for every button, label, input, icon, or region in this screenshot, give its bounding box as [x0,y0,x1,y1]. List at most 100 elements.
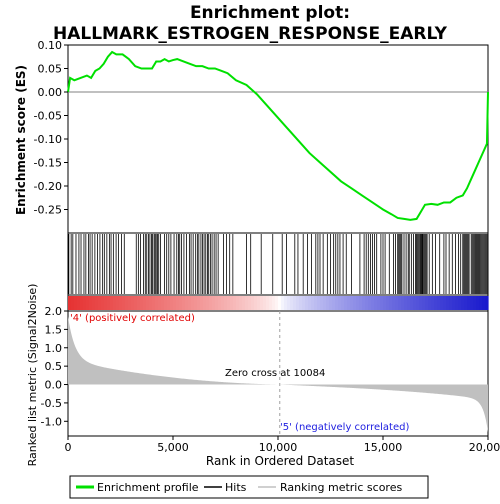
x-tick-label: 5,000 [157,441,189,454]
es-tick-label: 0.10 [38,39,63,52]
rank-gradient-cell [413,296,417,310]
metric-tick-label: 2.0 [45,305,63,318]
rank-gradient-cell [320,296,324,310]
rank-gradient-cell [278,296,282,310]
rank-gradient-cell [155,296,159,310]
rank-gradient-cell [68,296,72,310]
rank-gradient-cell [107,296,111,310]
rank-gradient-cell [191,296,195,310]
chart-title-line2: HALLMARK_ESTROGEN_RESPONSE_EARLY [53,24,448,44]
rank-gradient-cell [287,296,291,310]
rank-gradient-cell [377,296,381,310]
rank-gradient-cell [446,296,450,310]
rank-gradient-cell [431,296,435,310]
chart-title-line1: Enrichment plot: [190,3,350,23]
rank-gradient-cell [485,296,489,310]
zero-cross-label: Zero cross at 10084 [225,368,325,379]
metric-tick-label: 0.0 [45,379,63,392]
rank-gradient-cell [302,296,306,310]
rank-gradient-cell [194,296,198,310]
rank-gradient-cell [272,296,276,310]
rank-gradient-cell [86,296,90,310]
rank-gradient-cell [266,296,270,310]
rank-gradient-cell [113,296,117,310]
rank-gradient-cell [227,296,231,310]
rank-gradient-cell [185,296,189,310]
rank-gradient-cell [311,296,315,310]
rank-gradient-cell [479,296,483,310]
rank-gradient-cell [224,296,228,310]
metric-tick-label: 0.5 [45,360,63,373]
x-tick-label: 0 [65,441,72,454]
rank-gradient-cell [395,296,399,310]
rank-gradient-cell [92,296,96,310]
rank-gradient-cell [380,296,384,310]
es-tick-label: 0.05 [38,63,63,76]
enrichment-profile-line [67,50,489,221]
rank-gradient-cell [173,296,177,310]
rank-gradient-cell [260,296,264,310]
rank-gradient-cell [116,296,120,310]
rank-gradient-cell [353,296,357,310]
rank-gradient-cell [365,296,369,310]
es-tick-label: -0.05 [34,110,62,123]
rank-gradient-cell [362,296,366,310]
rank-gradient-cell [104,296,108,310]
rank-gradient-cell [236,296,240,310]
rank-gradient-cell [305,296,309,310]
rank-gradient-cell [368,296,372,310]
x-axis-label: Rank in Ordered Dataset [206,454,354,468]
rank-gradient-cell [167,296,171,310]
es-panel [67,44,489,234]
rank-gradient-cell [200,296,204,310]
rank-gradient-cell [281,296,285,310]
rank-gradient-cell [293,296,297,310]
rank-gradient-cell [203,296,207,310]
rank-gradient-cell [110,296,114,310]
rank-gradient-cell [125,296,129,310]
legend-box [69,475,429,499]
rank-gradient-cell [248,296,252,310]
rank-gradient-cell [71,296,75,310]
x-tick-label: 10,000 [259,441,298,454]
rank-gradient-cell [137,296,141,310]
legend-metric-label: Ranking metric scores [280,481,402,494]
rank-gradient-cell [209,296,213,310]
rank-gradient-cell [329,296,333,310]
rank-gradient-cell [143,296,147,310]
rank-gradient-cell [443,296,447,310]
rank-gradient-cell [140,296,144,310]
rank-gradient-cell [371,296,375,310]
rank-gradient-cell [251,296,255,310]
rank-gradient-cell [182,296,186,310]
rank-gradient-cell [152,296,156,310]
es-tick-label: -0.15 [34,157,62,170]
rank-gradient-cell [164,296,168,310]
rank-gradient-cell [296,296,300,310]
rank-gradient-cell [131,296,135,310]
es-tick-label: -0.25 [34,204,62,217]
rank-gradient-cell [350,296,354,310]
x-tick-label: 15,000 [364,441,403,454]
es-tick-label: -0.10 [34,133,62,146]
rank-gradient-cell [242,296,246,310]
rank-gradient-cell [437,296,441,310]
legend-profile-label: Enrichment profile [97,481,199,494]
rank-gradient-cell [419,296,423,310]
rank-gradient-cell [383,296,387,310]
rank-gradient-cell [422,296,426,310]
rank-gradient-cell [341,296,345,310]
metric-tick-label: 1.0 [45,342,63,355]
rank-gradient-cell [449,296,453,310]
rank-gradient-cell [290,296,294,310]
rank-gradient-cell [347,296,351,310]
rank-gradient-cell [146,296,150,310]
rank-gradient-cell [407,296,411,310]
rank-gradient-cell [398,296,402,310]
rank-gradient-cell [197,296,201,310]
rank-gradient-cell [245,296,249,310]
rank-gradient-cell [308,296,312,310]
es-tick-label: -0.20 [34,180,62,193]
rank-gradient-cell [275,296,279,310]
